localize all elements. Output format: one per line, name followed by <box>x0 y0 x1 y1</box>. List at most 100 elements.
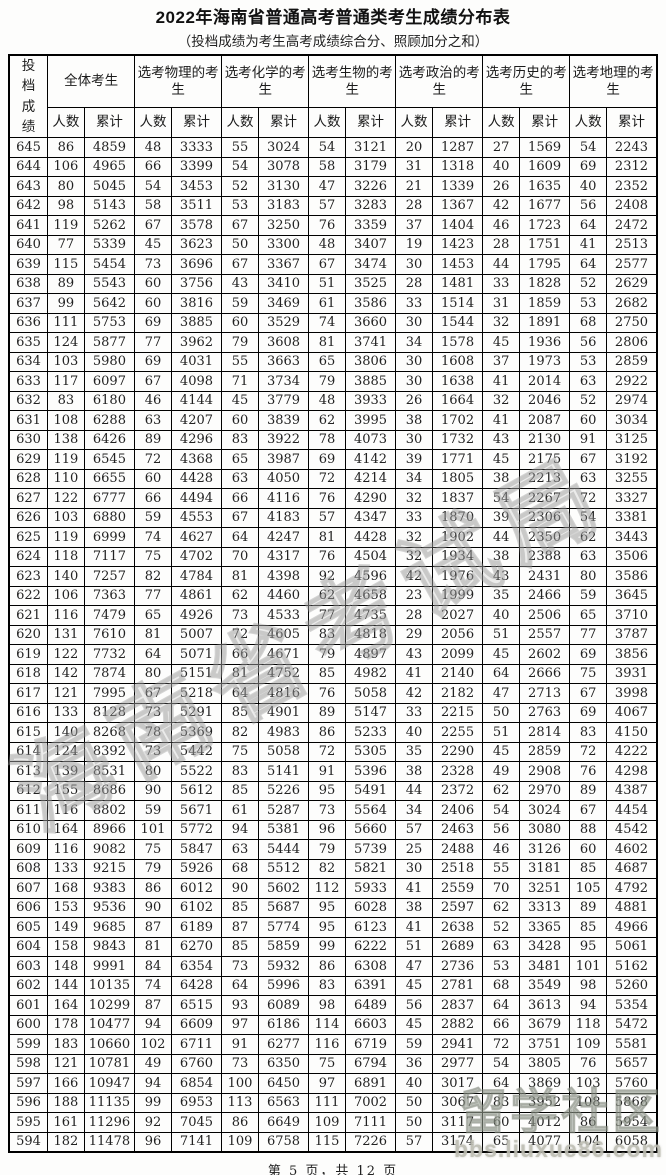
value-cell: 59 <box>395 1034 433 1055</box>
value-cell: 97 <box>308 1073 346 1094</box>
value-cell: 6097 <box>83 371 136 392</box>
value-cell: 62 <box>569 527 607 548</box>
value-cell: 4460 <box>257 585 310 606</box>
value-cell: 63 <box>569 546 607 567</box>
value-cell: 68 <box>482 975 520 996</box>
value-cell: 43 <box>482 566 520 587</box>
value-cell: 3779 <box>257 390 310 411</box>
value-cell: 1677 <box>518 195 571 216</box>
value-cell: 72 <box>221 624 259 645</box>
value-cell: 85 <box>221 897 259 918</box>
value-cell: 91 <box>569 429 607 450</box>
value-cell: 2408 <box>605 195 658 216</box>
value-cell: 3995 <box>344 410 397 431</box>
value-cell: 29 <box>395 624 433 645</box>
value-cell: 4428 <box>344 527 397 548</box>
group-header-politics: 选考政治的考生 <box>395 54 484 109</box>
value-cell: 42 <box>395 683 433 704</box>
table-row: 636 111 5753 69 3885 60 3529 74 3660 30 1544 32 1891… <box>8 312 658 333</box>
value-cell: 2559 <box>431 878 484 899</box>
value-cell: 47 <box>395 956 433 977</box>
value-cell: 60 <box>569 410 607 431</box>
value-cell: 41 <box>482 410 520 431</box>
value-cell: 1664 <box>431 390 484 411</box>
table-row: 617 121 7995 67 5218 64 4816 76 5058 42 2182 47 2713… <box>8 683 658 704</box>
table-row: 600 178 10477 94 6609 97 6186 114 6603 45 2882 66 36… <box>8 1014 658 1035</box>
value-cell: 47 <box>308 176 346 197</box>
value-cell: 39 <box>395 449 433 470</box>
value-cell: 58 <box>134 195 172 216</box>
value-cell: 10781 <box>83 1053 136 1074</box>
value-cell: 1481 <box>431 273 484 294</box>
value-cell: 2750 <box>605 312 658 333</box>
value-cell: 4627 <box>170 527 223 548</box>
value-cell: 178 <box>47 1014 85 1035</box>
value-cell: 50 <box>395 1112 433 1133</box>
value-cell: 4504 <box>344 546 397 567</box>
value-cell: 1723 <box>518 215 571 236</box>
value-cell: 4077 <box>518 1131 571 1152</box>
value-cell: 100 <box>221 1073 259 1094</box>
value-cell: 56 <box>569 195 607 216</box>
value-cell: 4142 <box>344 449 397 470</box>
value-cell: 33 <box>482 273 520 294</box>
value-cell: 57 <box>395 819 433 840</box>
value-cell: 3869 <box>518 1073 571 1094</box>
value-cell: 3410 <box>257 273 310 294</box>
value-cell: 1638 <box>431 371 484 392</box>
value-cell: 4150 <box>605 722 658 743</box>
value-cell: 4861 <box>170 585 223 606</box>
value-cell: 119 <box>47 215 85 236</box>
value-cell: 6189 <box>170 917 223 938</box>
value-cell: 3251 <box>518 878 571 899</box>
value-cell: 10660 <box>83 1034 136 1055</box>
table-row: 601 164 10299 87 6515 93 6089 98 6489 56 2837 64 361… <box>8 995 658 1016</box>
value-cell: 63 <box>482 936 520 957</box>
value-cell: 1367 <box>431 195 484 216</box>
value-cell: 81 <box>308 332 346 353</box>
value-cell: 38 <box>395 410 433 431</box>
value-cell: 2255 <box>431 722 484 743</box>
score-cell: 643 <box>8 176 49 197</box>
score-cell: 641 <box>8 215 49 236</box>
group-header-geography: 选考地理的考生 <box>569 54 658 109</box>
group-header-biology: 选考生物的考生 <box>308 54 397 109</box>
table-row: 620 131 7610 81 5007 72 4605 83 4818 29 2056 51 2557… <box>8 624 658 645</box>
subheader-count: 人数 <box>134 107 172 138</box>
value-cell: 1702 <box>431 410 484 431</box>
score-cell: 610 <box>8 819 49 840</box>
value-cell: 1936 <box>518 332 571 353</box>
score-cell: 612 <box>8 780 49 801</box>
value-cell: 6180 <box>83 390 136 411</box>
value-cell: 2466 <box>518 585 571 606</box>
value-cell: 1578 <box>431 332 484 353</box>
value-cell: 3183 <box>257 195 310 216</box>
value-cell: 86 <box>221 1112 259 1133</box>
value-cell: 68 <box>569 312 607 333</box>
value-cell: 30 <box>395 858 433 879</box>
value-cell: 6854 <box>170 1073 223 1094</box>
value-cell: 4454 <box>605 800 658 821</box>
value-cell: 76 <box>308 488 346 509</box>
value-cell: 73 <box>134 254 172 275</box>
value-cell: 3805 <box>518 1053 571 1074</box>
value-cell: 6089 <box>257 995 310 1016</box>
value-cell: 40 <box>569 176 607 197</box>
value-cell: 4098 <box>170 371 223 392</box>
score-cell: 626 <box>8 507 49 528</box>
value-cell: 65 <box>482 1131 520 1152</box>
value-cell: 7002 <box>344 1092 397 1113</box>
score-cell: 639 <box>8 254 49 275</box>
value-cell: 78 <box>134 722 172 743</box>
value-cell: 105 <box>569 878 607 899</box>
table-row: 644 106 4965 66 3399 54 3078 58 3179 31 1318 40 1609… <box>8 156 658 177</box>
value-cell: 140 <box>47 566 85 587</box>
value-cell: 77 <box>569 624 607 645</box>
value-cell: 67 <box>134 215 172 236</box>
value-cell: 5071 <box>170 644 223 665</box>
subheader-cumulative: 累计 <box>518 107 571 138</box>
value-cell: 4735 <box>344 605 397 626</box>
value-cell: 74 <box>134 975 172 996</box>
value-cell: 4982 <box>344 663 397 684</box>
value-cell: 5687 <box>257 897 310 918</box>
